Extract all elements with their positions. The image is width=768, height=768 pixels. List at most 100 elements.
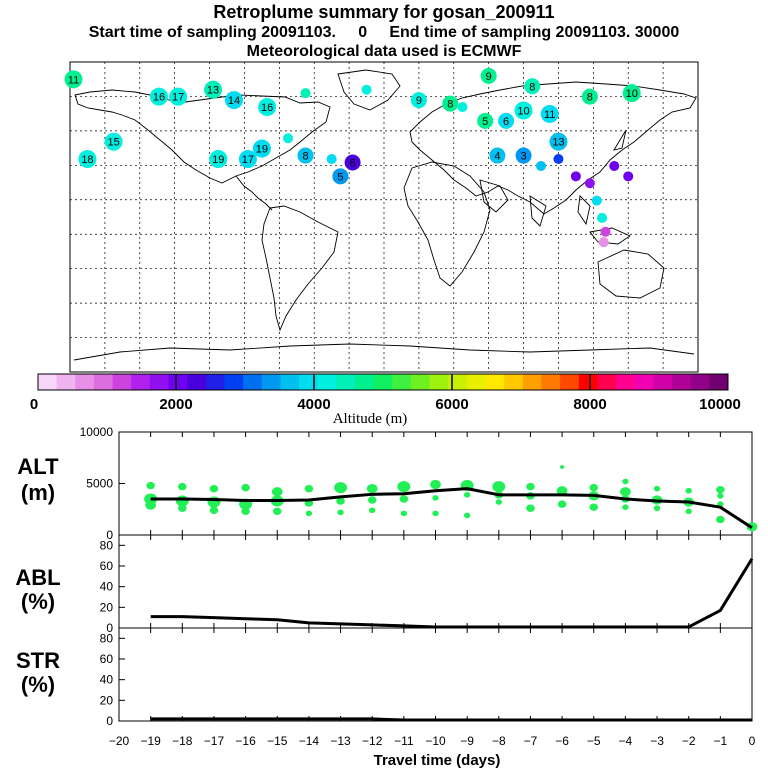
plume-cluster-marker — [297, 147, 314, 164]
plume-cluster-marker — [258, 98, 277, 117]
particle-cluster-point — [145, 500, 157, 510]
north-america-coast — [74, 89, 331, 184]
particle-cluster-point — [557, 500, 567, 508]
alt-unit: (m) — [21, 480, 55, 505]
particle-cluster-point — [716, 485, 725, 494]
particle-cluster-point — [653, 485, 661, 492]
x-tick-label: −16 — [235, 734, 256, 748]
plume-cluster-label: 17 — [172, 92, 184, 104]
colorbar-cell — [634, 374, 654, 390]
colorbar-cell — [261, 374, 281, 390]
x-axis-title: Travel time (days) — [374, 752, 501, 768]
particle-cluster-point — [305, 510, 313, 517]
series-line — [150, 717, 752, 722]
abl-panel: 80 60 40 20 0 — [100, 534, 754, 635]
colorbar-tick-label: 8000 — [573, 396, 606, 413]
colorbar-cell — [299, 374, 319, 390]
colorbar-cell — [578, 374, 598, 390]
particle-cluster-point — [241, 507, 250, 516]
plume-cluster-marker — [600, 226, 611, 237]
colorbar-cell — [205, 374, 225, 390]
plume-cluster-label: 8 — [302, 151, 308, 163]
x-tick-label: −2 — [682, 734, 696, 748]
y-tick-label: 40 — [100, 673, 114, 687]
y-tick-label: 20 — [100, 600, 114, 614]
plume-cluster-marker — [224, 91, 243, 110]
plume-cluster-marker — [591, 195, 602, 206]
africa-coast — [403, 161, 491, 287]
x-tick-label: −1 — [714, 734, 728, 748]
x-tick-label: −11 — [394, 734, 414, 748]
colorbar-cell — [541, 374, 561, 390]
y-tick-label: 0 — [106, 714, 113, 728]
plume-cluster-marker — [252, 139, 271, 158]
colorbar-cell — [336, 374, 356, 390]
map-grid — [70, 62, 698, 372]
particle-cluster-point — [717, 493, 724, 499]
plume-cluster-label: 8 — [529, 81, 535, 93]
plume-cluster-marker — [78, 150, 97, 169]
x-tick-label: −17 — [204, 734, 225, 748]
colorbar-cell — [709, 374, 729, 390]
japan-coast — [613, 129, 627, 151]
plume-cluster-label: 14 — [228, 95, 240, 107]
y-tick-label: 0 — [106, 528, 113, 542]
particle-cluster-point — [653, 505, 661, 512]
colorbar-cells — [38, 374, 729, 390]
plume-cluster-label: 16 — [153, 92, 165, 104]
x-tick-label: −20 — [109, 734, 130, 748]
plume-cluster-label: 16 — [261, 102, 273, 114]
particle-cluster-point — [589, 503, 599, 511]
plume-cluster-label: 5 — [482, 116, 488, 128]
str-label: STR — [16, 648, 60, 673]
plume-cluster-label: 19 — [212, 154, 224, 166]
plume-cluster-label: 6 — [503, 116, 509, 128]
australia-coast — [597, 249, 665, 299]
plume-cluster-marker — [553, 154, 564, 165]
plume-cluster-marker — [489, 147, 506, 164]
x-tick-label: −3 — [650, 734, 664, 748]
plume-cluster-label: 8 — [587, 92, 593, 104]
plume-cluster-marker — [498, 112, 515, 129]
central-america-coast — [235, 175, 273, 211]
particle-cluster-point — [495, 499, 502, 505]
x-tick-label: −6 — [555, 734, 569, 748]
y-tick-label: 10000 — [80, 425, 114, 439]
x-tick-label: −4 — [619, 734, 633, 748]
colorbar-cell — [410, 374, 431, 390]
particle-cluster-point — [622, 504, 629, 510]
plume-cluster-marker — [536, 160, 546, 171]
eurasia-coast — [409, 81, 697, 215]
colorbar-cell — [224, 374, 244, 390]
plume-cluster-label: 11 — [544, 109, 555, 121]
colorbar-cell — [187, 374, 207, 390]
colorbar-ticks: 0 2000 4000 6000 8000 10000 — [30, 374, 741, 413]
colorbar-cell — [243, 374, 263, 390]
particle-cluster-point — [432, 510, 439, 517]
particle-cluster-point — [399, 495, 409, 503]
particle-cluster-point — [560, 465, 565, 469]
plume-cluster-marker — [326, 154, 337, 165]
colorbar-cell — [616, 374, 636, 390]
particle-cluster-point — [463, 512, 471, 519]
colorbar-cell — [392, 374, 412, 390]
y-tick-label: 5000 — [86, 477, 113, 491]
plume-cluster-marker — [581, 88, 598, 105]
particle-cluster-point — [685, 487, 692, 494]
plume-cluster-label: 10 — [626, 88, 638, 100]
series-line — [150, 487, 753, 530]
colorbar-tick-label: 0 — [30, 396, 38, 413]
colorbar-cell — [448, 374, 468, 390]
plume-cluster-marker — [584, 178, 595, 189]
panel-frame — [118, 534, 753, 629]
plume-cluster-marker — [515, 147, 532, 164]
colorbar-cell — [504, 374, 524, 390]
colorbar-cell — [38, 374, 58, 390]
plume-cluster-label: 17 — [242, 154, 254, 166]
colorbar-cell — [560, 374, 580, 390]
particle-cluster-point — [304, 484, 314, 493]
series-line — [150, 557, 754, 629]
